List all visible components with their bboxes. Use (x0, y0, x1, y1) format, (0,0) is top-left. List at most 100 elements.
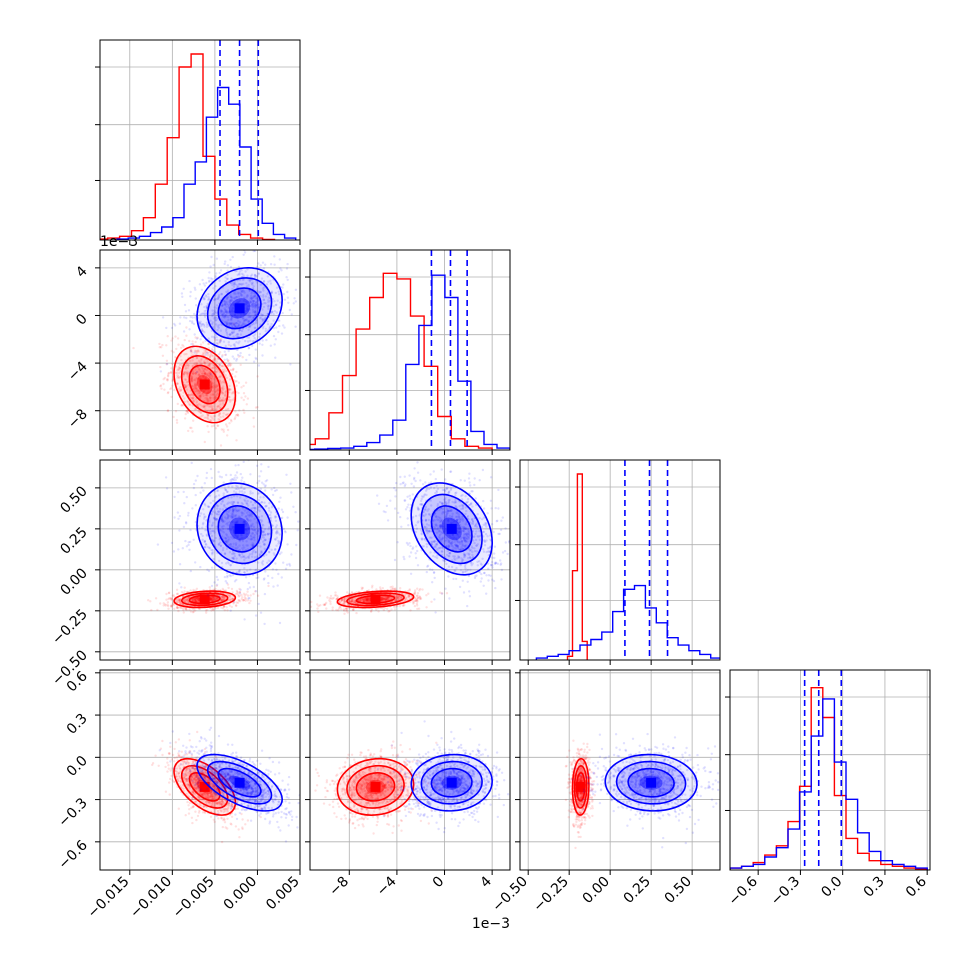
sample-point (192, 396, 195, 399)
sample-point (463, 526, 466, 529)
sample-point (269, 516, 273, 519)
sample-point (210, 255, 213, 259)
sample-point (229, 599, 232, 602)
sample-point (192, 598, 196, 601)
sample-point (229, 501, 232, 504)
sample-point (325, 601, 328, 605)
sample-point (252, 296, 255, 299)
sample-point (246, 594, 250, 597)
sample-point (219, 529, 222, 532)
sample-point (353, 599, 357, 602)
sample-point (408, 455, 410, 457)
sample-point (246, 556, 249, 559)
sample-point (226, 296, 229, 299)
sample-point (246, 599, 250, 602)
sample-point (264, 263, 267, 266)
sample-point (212, 409, 215, 413)
sample-point (331, 606, 334, 609)
sample-point (166, 603, 169, 606)
sample-point (238, 554, 241, 557)
sample-point (225, 571, 229, 575)
sample-point (226, 273, 229, 277)
sample-point (447, 519, 450, 522)
sample-point (250, 273, 254, 276)
sample-point (202, 353, 205, 356)
sample-point (223, 609, 226, 612)
sample-point (399, 587, 402, 590)
sample-point (443, 498, 446, 501)
sample-point (221, 392, 224, 395)
sample-point (251, 281, 254, 284)
sample-point (404, 483, 407, 486)
sample-point (454, 558, 457, 561)
sample-point (268, 526, 271, 529)
sample-point (184, 366, 187, 369)
sample-point (205, 323, 209, 327)
sample-point (201, 391, 205, 394)
sample-point (243, 520, 246, 523)
sample-point (425, 606, 428, 609)
sample-point (235, 589, 239, 593)
sample-point (252, 300, 255, 303)
sample-point (295, 543, 298, 547)
sample-point (238, 273, 241, 276)
sample-point (191, 385, 194, 388)
sample-point (199, 565, 202, 569)
sample-point (214, 370, 217, 374)
sample-point (228, 574, 231, 577)
sample-point (253, 244, 255, 246)
sample-point (204, 367, 207, 371)
sample-point (261, 339, 264, 342)
sample-point (232, 557, 235, 560)
sample-point (265, 283, 269, 286)
sample-point (364, 599, 368, 602)
sample-point (240, 396, 243, 399)
sample-point (266, 275, 269, 278)
sample-point (194, 597, 197, 600)
sample-point (228, 422, 231, 425)
sample-point (218, 271, 221, 275)
sample-point (448, 491, 451, 494)
sample-point (215, 385, 218, 388)
sample-point (224, 488, 227, 492)
sample-point (236, 315, 239, 318)
sample-point (245, 593, 248, 596)
sample-point (229, 609, 232, 612)
sample-point (163, 376, 166, 380)
density-peak (234, 303, 245, 314)
sample-point (232, 535, 235, 538)
sample-point (203, 416, 206, 419)
sample-point (241, 241, 243, 243)
sample-point (190, 342, 193, 346)
sample-point (468, 472, 471, 475)
sample-point (217, 324, 221, 327)
sample-point (261, 308, 264, 311)
sample-point (443, 560, 446, 563)
sample-point (176, 337, 180, 340)
sample-point (238, 538, 241, 541)
sample-point (258, 509, 261, 513)
sample-point (247, 527, 250, 530)
sample-point (225, 309, 228, 312)
sample-point (419, 587, 422, 591)
sample-point (175, 371, 179, 375)
sample-point (184, 539, 187, 543)
sample-point (275, 488, 278, 492)
sample-point (235, 359, 238, 362)
sample-point (201, 312, 204, 315)
sample-point (193, 333, 196, 336)
sample-point (192, 400, 195, 403)
sample-point (385, 598, 388, 601)
sample-point (464, 506, 467, 509)
sample-point (423, 526, 426, 529)
sample-point (266, 533, 270, 536)
sample-point (416, 598, 419, 601)
sample-point (231, 398, 235, 401)
sample-point (228, 595, 231, 599)
sample-point (191, 394, 195, 397)
sample-point (182, 607, 185, 610)
sample-point (307, 601, 309, 603)
sample-point (257, 297, 260, 300)
sample-point (230, 605, 233, 609)
sample-point (263, 301, 266, 305)
